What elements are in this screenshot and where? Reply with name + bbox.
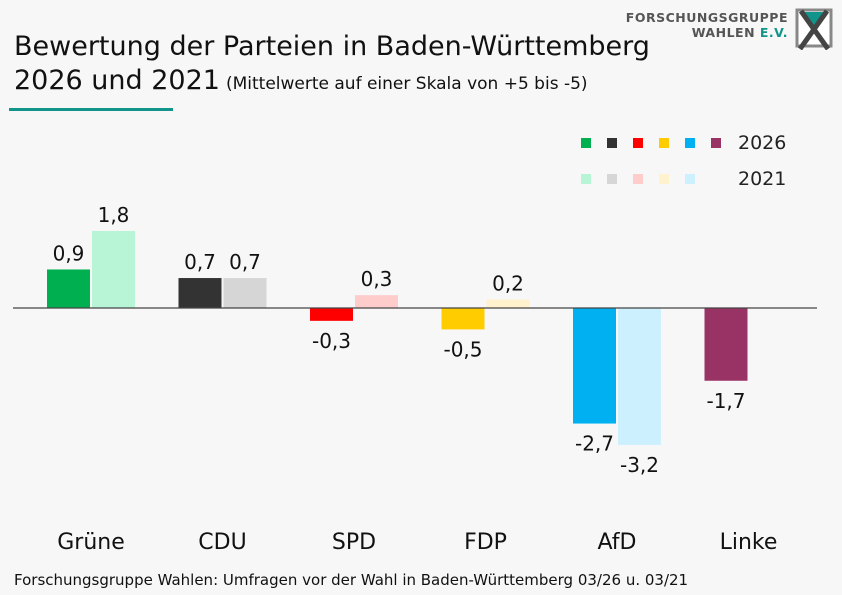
bar-2026-Linke bbox=[704, 308, 748, 381]
bar-2021-SPD bbox=[355, 295, 398, 308]
legend-swatch-2026 bbox=[633, 138, 643, 148]
bar-2021-CDU bbox=[223, 278, 267, 308]
chart-subtitle: (Mittelwerte auf einer Skala von +5 bis … bbox=[225, 74, 588, 94]
data-label-2021-SPD: 0,3 bbox=[361, 267, 393, 291]
data-label-2021-AfD: -3,2 bbox=[620, 453, 659, 477]
bar-2026-AfD bbox=[573, 308, 616, 424]
data-label-2021-Grüne: 1,8 bbox=[98, 203, 130, 227]
legend-swatch-2021 bbox=[581, 174, 591, 184]
logo-text: FORSCHUNGSGRUPPE WAHLEN E.V. bbox=[626, 10, 788, 40]
data-label-2026-SPD: -0,3 bbox=[312, 329, 351, 353]
legend-swatch-2026 bbox=[685, 138, 695, 148]
data-label-2026-FDP: -0,5 bbox=[443, 337, 482, 361]
logo-line1: FORSCHUNGSGRUPPE bbox=[625, 10, 788, 25]
legend-label-2026: 2026 bbox=[738, 132, 786, 154]
category-label: Grüne bbox=[57, 530, 125, 555]
source-note: Forschungsgruppe Wahlen: Umfragen vor de… bbox=[14, 571, 689, 589]
data-label-2026-Grüne: 0,9 bbox=[53, 241, 85, 265]
legend-swatch-2026 bbox=[711, 138, 721, 148]
data-label-2021-FDP: 0,2 bbox=[492, 271, 524, 295]
legend-swatch-2021 bbox=[633, 174, 643, 184]
x-box-logo-icon bbox=[795, 8, 833, 50]
bar-2026-Grüne bbox=[47, 269, 90, 308]
bar-2021-AfD bbox=[618, 308, 661, 445]
legend-swatch-2021 bbox=[659, 174, 669, 184]
legend-swatch-2021 bbox=[685, 174, 695, 184]
bar-2026-CDU bbox=[178, 278, 222, 308]
logo-line2: WAHLEN E.V. bbox=[691, 25, 788, 40]
category-label: Linke bbox=[720, 530, 778, 555]
bar-2026-SPD bbox=[310, 308, 353, 321]
legend-label-2021: 2021 bbox=[738, 168, 786, 190]
legend-swatch-2026 bbox=[659, 138, 669, 148]
title-underline bbox=[9, 108, 173, 111]
category-label: CDU bbox=[198, 530, 246, 555]
data-label-2026-AfD: -2,7 bbox=[575, 432, 614, 456]
data-label-2026-Linke: -1,7 bbox=[706, 389, 745, 413]
data-label-2026-CDU: 0,7 bbox=[184, 250, 216, 274]
legend-swatch-2026 bbox=[607, 138, 617, 148]
bar-2021-FDP bbox=[486, 299, 530, 308]
data-label-2021-CDU: 0,7 bbox=[229, 250, 261, 274]
chart-title: Bewertung der Parteien in Baden-Württemb… bbox=[14, 31, 650, 62]
title-years: 2026 und 2021 bbox=[14, 65, 220, 96]
category-label: SPD bbox=[332, 530, 376, 555]
legend-swatch-2026 bbox=[581, 138, 591, 148]
bar-2026-FDP bbox=[441, 308, 485, 330]
legend-swatch-2021 bbox=[607, 174, 617, 184]
bar-2021-Grüne bbox=[92, 230, 135, 308]
category-label: AfD bbox=[598, 530, 637, 555]
category-label: FDP bbox=[464, 530, 507, 555]
chart-title-line2: 2026 und 2021 (Mittelwerte auf einer Skal… bbox=[14, 64, 588, 101]
